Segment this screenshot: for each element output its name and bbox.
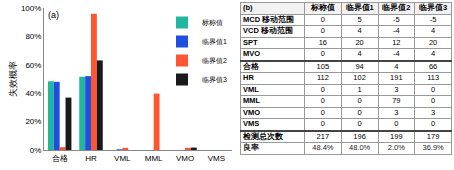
html-text:66: 66 — [429, 61, 438, 71]
svg-text:20%: 20% — [25, 117, 41, 126]
html-text:0: 0 — [431, 84, 436, 94]
html-text:0: 0 — [431, 119, 436, 129]
html-text:105: 105 — [316, 61, 330, 71]
svg-text:合格: 合格 — [52, 154, 68, 163]
html-text:MVO: MVO — [243, 49, 261, 59]
html-text:VML: VML — [243, 84, 259, 94]
html-text:0: 0 — [320, 49, 325, 59]
html-text:MCD 移动范围: MCD 移动范围 — [243, 14, 295, 24]
svg-text:40%: 40% — [25, 89, 41, 98]
svg-text:0%: 0% — [30, 146, 42, 155]
html-text:36.9%: 36.9% — [422, 143, 444, 153]
html-text:3: 3 — [431, 107, 436, 117]
html-text:113: 113 — [427, 73, 440, 83]
html-text:112: 112 — [316, 73, 329, 83]
html-text:-5: -5 — [429, 14, 437, 24]
html-text:0: 0 — [357, 107, 362, 117]
html-text:-4: -4 — [393, 26, 400, 36]
html-text:3: 3 — [394, 107, 399, 117]
html-text:4: 4 — [394, 61, 399, 71]
html-text:临界值2: 临界值2 — [382, 3, 411, 13]
html-text:217: 217 — [316, 131, 330, 141]
html-text:48.4%: 48.4% — [312, 143, 334, 153]
html-text:0: 0 — [394, 119, 399, 129]
html-text:12: 12 — [392, 37, 401, 47]
html-text:合格: 合格 — [243, 61, 259, 71]
html-text:48.0%: 48.0% — [349, 143, 371, 153]
html-text:标称值: 标称值 — [310, 3, 335, 13]
html-text:3: 3 — [394, 84, 399, 94]
html-text:0: 0 — [320, 96, 325, 106]
html-text:VCD 移动范围: VCD 移动范围 — [243, 26, 293, 36]
html-text:SPT: SPT — [243, 37, 258, 47]
html-text:4: 4 — [357, 26, 362, 36]
svg-text:VMS: VMS — [208, 154, 225, 163]
html-text:MML: MML — [243, 96, 261, 106]
html-text:临界值3: 临界值3 — [419, 3, 448, 13]
html-text:0: 0 — [320, 84, 325, 94]
html-text:196: 196 — [353, 131, 366, 141]
svg-text:(a): (a) — [48, 10, 59, 20]
svg-text:100%: 100% — [21, 4, 41, 13]
svg-text:60%: 60% — [25, 61, 41, 70]
svg-text:VML: VML — [114, 154, 131, 163]
html-text:4: 4 — [431, 49, 436, 59]
html-text:VMO: VMO — [243, 107, 261, 117]
html-text:102: 102 — [353, 73, 366, 83]
html-text:4: 4 — [357, 49, 362, 59]
svg-text:临界值3: 临界值3 — [202, 76, 227, 83]
html-text:VMS: VMS — [243, 119, 260, 129]
html-text:1: 1 — [357, 84, 362, 94]
html-text:191: 191 — [390, 73, 403, 83]
html-text:临界值1: 临界值1 — [345, 3, 374, 13]
html-text:79: 79 — [392, 96, 401, 106]
html-text:16: 16 — [318, 37, 327, 47]
html-text:2.0%: 2.0% — [387, 143, 405, 153]
svg-text:标称值: 标称值 — [201, 19, 223, 26]
html-text:0: 0 — [320, 119, 325, 129]
svg-text:80%: 80% — [25, 32, 41, 41]
html-text:0: 0 — [320, 26, 325, 36]
html-text:良率: 良率 — [243, 143, 259, 153]
html-text:199: 199 — [390, 131, 403, 141]
html-text:0: 0 — [431, 96, 436, 106]
html-text:0: 0 — [357, 96, 362, 106]
svg-text:临界值2: 临界值2 — [202, 57, 227, 64]
html-text:0: 0 — [357, 119, 362, 129]
svg-text:失效概率: 失效概率 — [8, 61, 18, 97]
html-text:20: 20 — [355, 37, 364, 47]
html-text:179: 179 — [426, 131, 440, 141]
html-text:20: 20 — [429, 37, 438, 47]
html-text:5: 5 — [357, 14, 362, 24]
svg-text:HR: HR — [85, 154, 97, 163]
svg-text:VMO: VMO — [176, 154, 194, 163]
html-text:(b): (b) — [243, 3, 253, 13]
html-text:4: 4 — [431, 26, 436, 36]
html-text:检测总次数: 检测总次数 — [243, 131, 283, 141]
html-text:0: 0 — [320, 107, 325, 117]
svg-text:MML: MML — [145, 154, 163, 163]
html-text:0: 0 — [320, 14, 325, 24]
html-text:-5: -5 — [393, 14, 400, 24]
html-text:94: 94 — [355, 61, 364, 71]
html-text:HR: HR — [243, 73, 254, 83]
svg-text:临界值1: 临界值1 — [202, 38, 227, 45]
html-text:-4: -4 — [393, 49, 400, 59]
